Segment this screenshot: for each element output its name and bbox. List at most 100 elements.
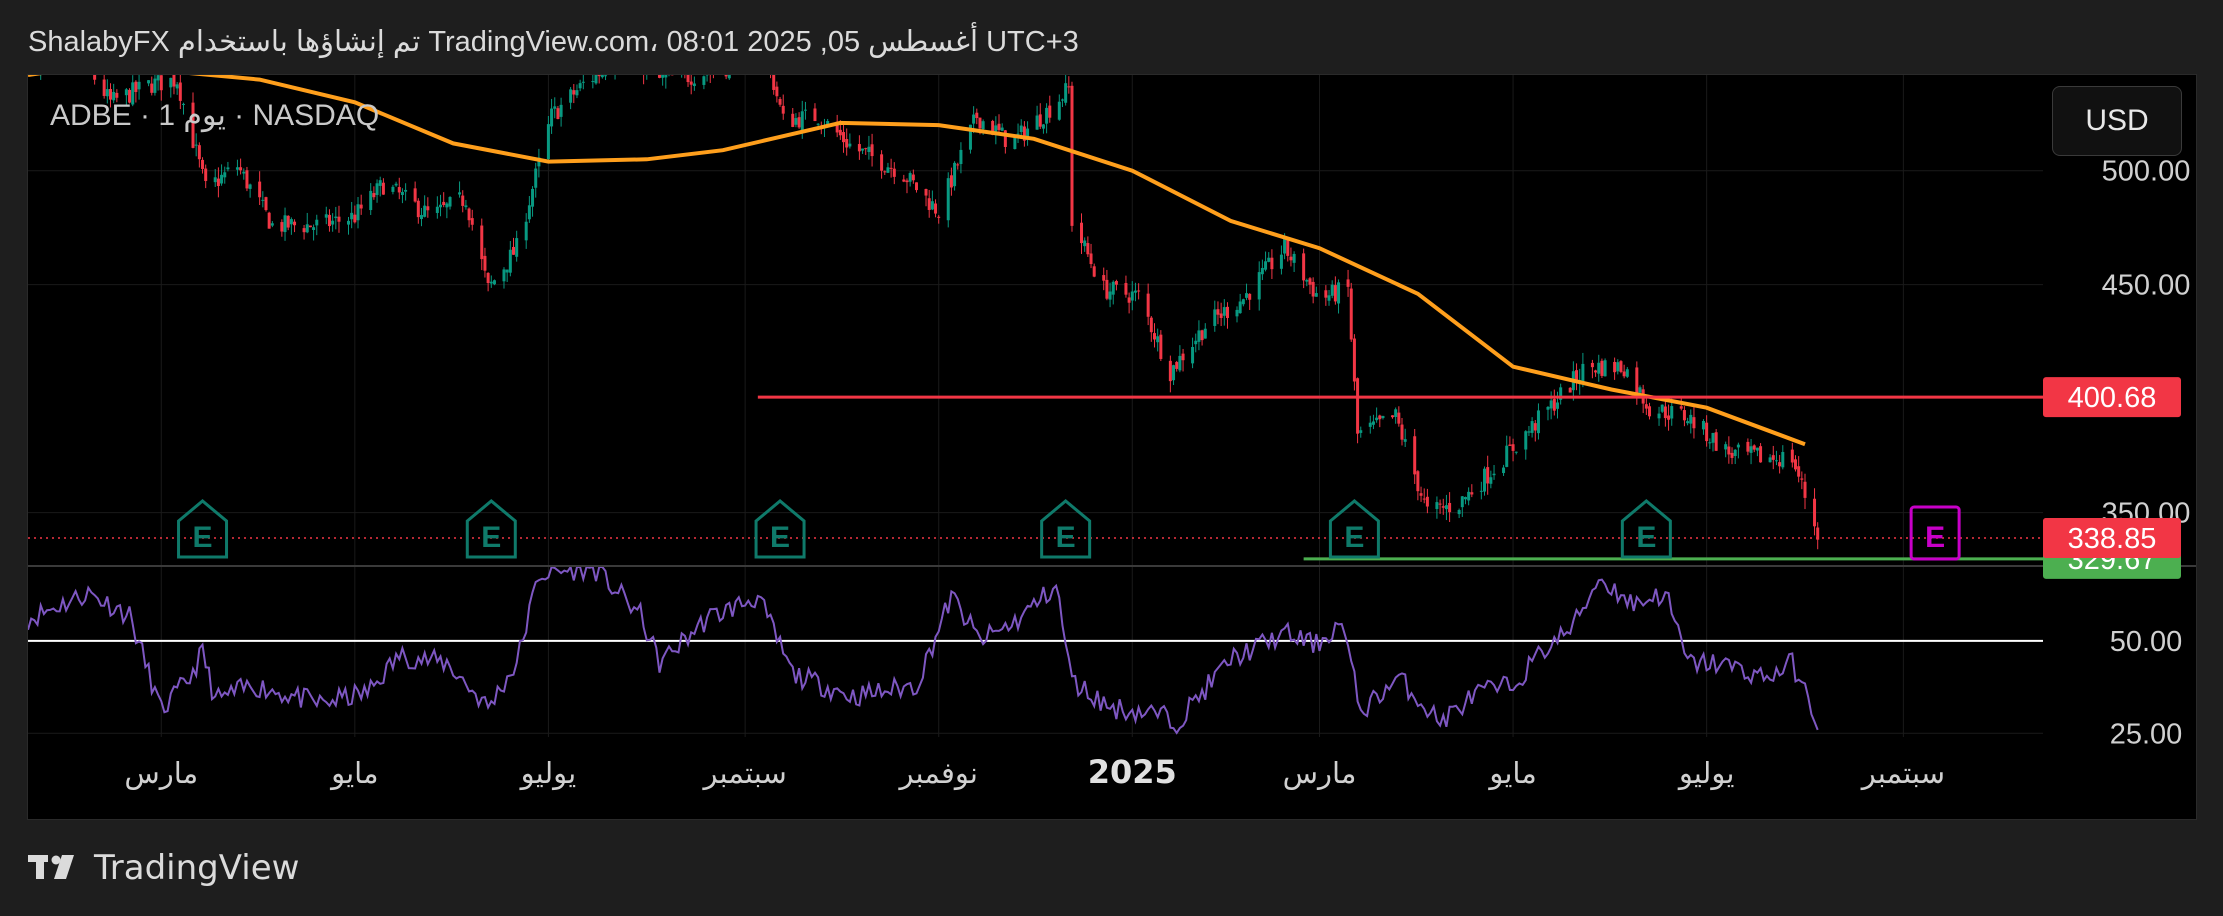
candle	[400, 188, 404, 204]
candle	[1536, 403, 1540, 440]
candle	[1467, 487, 1471, 506]
candle	[889, 158, 893, 178]
candle-body	[1067, 86, 1071, 88]
candle-body	[1092, 266, 1096, 277]
candle-body	[1292, 253, 1296, 263]
candle-body	[1479, 490, 1483, 492]
candle-body	[1403, 439, 1407, 442]
candle	[1311, 277, 1315, 304]
candle	[664, 75, 668, 89]
candle-body	[857, 144, 861, 152]
candle-body	[248, 184, 252, 189]
candle	[524, 213, 528, 249]
candle-body	[664, 75, 668, 78]
candle-body	[1508, 444, 1512, 446]
candle-body	[1390, 415, 1394, 418]
candle	[597, 75, 601, 84]
candle	[835, 114, 839, 138]
candle-body	[480, 225, 484, 260]
candle-body	[1352, 338, 1356, 382]
candle-body	[1375, 417, 1379, 421]
candle	[280, 219, 284, 237]
candle	[1324, 285, 1328, 306]
candle-body	[1356, 378, 1360, 434]
footer-brand[interactable]: TradingView	[28, 848, 299, 888]
candle	[1146, 283, 1150, 326]
candle-body	[1289, 256, 1293, 261]
chart-canvas[interactable]: 400.68329.67338.85500.00450.00350.00338.…	[28, 75, 2196, 819]
candle-body	[1152, 333, 1156, 340]
candle	[1648, 402, 1652, 420]
candle	[1089, 243, 1093, 269]
candle-body	[1064, 83, 1068, 103]
candle	[131, 75, 135, 107]
candle	[350, 201, 354, 229]
candle-body	[534, 168, 538, 188]
candle-body	[1514, 451, 1518, 453]
candle	[684, 75, 686, 79]
time-axis-tick: مايو	[1487, 756, 1536, 790]
candle	[657, 75, 661, 79]
candle	[416, 198, 420, 224]
candle	[1172, 364, 1176, 386]
candle	[1708, 438, 1712, 449]
candle-body	[312, 227, 316, 230]
candle-body	[172, 75, 176, 87]
candle-body	[1774, 460, 1778, 462]
candle-body	[439, 204, 443, 208]
candle	[467, 207, 471, 228]
candle-body	[924, 189, 928, 196]
candle-body	[902, 179, 906, 182]
candle-body	[423, 205, 427, 217]
candle	[1194, 333, 1198, 353]
candle-body	[419, 215, 423, 220]
candle-body	[191, 102, 195, 148]
candle-body	[905, 180, 909, 183]
candle	[134, 80, 138, 103]
candle-body	[1467, 491, 1471, 501]
candle-body	[1438, 503, 1442, 505]
currency-button[interactable]: USD	[2052, 86, 2182, 156]
candle-body	[1778, 462, 1782, 467]
candle-body	[442, 201, 446, 206]
candle	[508, 240, 512, 277]
candle-body	[1457, 510, 1461, 515]
candle-body	[324, 214, 328, 218]
candle	[848, 133, 852, 149]
candle-body	[426, 206, 430, 211]
candle-body	[575, 90, 579, 96]
candle	[1222, 299, 1226, 326]
candle-body	[1267, 257, 1271, 262]
candle	[1660, 404, 1664, 413]
candle-body	[845, 138, 849, 148]
candle	[286, 215, 290, 231]
candle	[1349, 282, 1353, 342]
candle	[1730, 447, 1734, 465]
candle	[1016, 123, 1020, 143]
candle	[880, 150, 884, 179]
candle-body	[1181, 353, 1185, 361]
candle-body	[591, 81, 595, 83]
candle-body	[93, 75, 97, 80]
symbol-label: ADBE · 1 يوم · NASDAQ	[50, 99, 380, 132]
candle-body	[445, 203, 449, 208]
candle	[435, 196, 439, 219]
candle	[702, 75, 706, 90]
tradingview-logo-icon	[28, 855, 74, 879]
candle	[575, 84, 579, 99]
candle-body	[1337, 282, 1341, 304]
candle	[1613, 357, 1617, 380]
candle-body	[915, 182, 919, 191]
candle	[128, 88, 132, 104]
chart-area[interactable]: 400.68329.67338.85500.00450.00350.00338.…	[27, 74, 2197, 820]
candle	[1800, 471, 1804, 490]
candle	[591, 75, 595, 89]
candle	[1724, 441, 1728, 458]
candle	[1257, 261, 1261, 311]
candle-body	[169, 77, 173, 88]
candle-body	[337, 216, 341, 222]
candle-body	[1270, 257, 1274, 270]
candle	[1045, 103, 1049, 134]
candle	[1390, 415, 1394, 419]
candle	[1527, 425, 1531, 436]
